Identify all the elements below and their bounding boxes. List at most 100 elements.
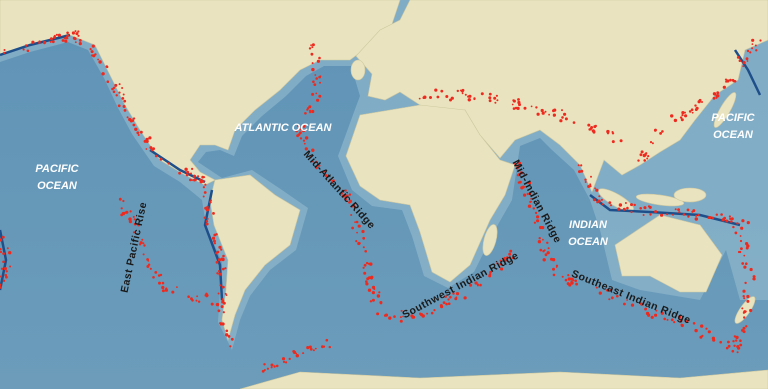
quake-dot (363, 271, 367, 275)
quake-dot (308, 345, 312, 349)
quake-dot (729, 217, 732, 220)
quake-dot (499, 259, 502, 262)
quake-dot (147, 260, 150, 262)
quake-dot (225, 333, 229, 337)
quake-dot (61, 39, 65, 42)
quake-dot (218, 245, 222, 249)
quake-dot (202, 186, 205, 189)
quake-dot (75, 32, 79, 36)
quake-dot (203, 216, 206, 219)
quake-dot (751, 38, 755, 42)
quake-dot (512, 107, 516, 110)
quake-dot (66, 37, 69, 40)
quake-dot (528, 192, 532, 196)
quake-dot (311, 67, 315, 72)
quake-dot (688, 110, 692, 113)
quake-dot (450, 96, 454, 100)
quake-dot (721, 218, 725, 222)
quake-dot (122, 199, 125, 203)
quake-dot (133, 222, 137, 226)
quake-dot (537, 240, 542, 244)
quake-dot (139, 241, 143, 245)
quake-dot (216, 272, 219, 275)
quake-dot (2, 252, 5, 256)
quake-dot (0, 283, 2, 287)
quake-dot (152, 147, 156, 151)
quake-dot (544, 253, 548, 257)
quake-dot (3, 49, 6, 51)
quake-dot (743, 265, 747, 269)
quake-dot (654, 128, 657, 132)
quake-dot (362, 236, 366, 240)
quake-dot (230, 337, 234, 341)
quake-dot (281, 357, 286, 361)
quake-dot (552, 267, 555, 271)
quake-dot (678, 211, 681, 214)
quake-dot (496, 99, 499, 102)
quake-dot (304, 147, 308, 151)
quake-dot (302, 124, 306, 128)
quake-dot (467, 95, 470, 98)
quake-dot (553, 108, 557, 112)
quake-dot (476, 283, 479, 286)
quake-dot (493, 96, 497, 100)
quake-dot (132, 117, 135, 120)
quake-dot (344, 197, 347, 201)
quake-dot (729, 78, 732, 82)
quake-dot (117, 104, 121, 108)
quake-dot (742, 326, 746, 330)
quake-dot (663, 317, 666, 321)
quake-dot (190, 172, 192, 175)
quake-dot (184, 167, 188, 171)
quake-dot (215, 302, 220, 307)
quake-dot (567, 274, 570, 277)
quake-dot (132, 231, 136, 234)
quake-dot (384, 313, 388, 317)
quake-dot (601, 203, 604, 206)
quake-dot (222, 267, 225, 271)
quake-dot (356, 231, 358, 234)
quake-dot (608, 201, 612, 205)
quake-dot (723, 85, 726, 88)
quake-dot (346, 194, 349, 198)
quake-dot (273, 365, 276, 368)
quake-dot (426, 312, 429, 315)
quake-dot (363, 263, 367, 267)
quake-dot (741, 262, 745, 265)
quake-dot (682, 213, 686, 216)
quake-dot (691, 210, 694, 213)
quake-dot (357, 241, 361, 246)
quake-dot (695, 214, 698, 217)
quake-dot (123, 109, 127, 112)
quake-dot (504, 259, 507, 262)
quake-dot (318, 94, 322, 98)
quake-dot (376, 294, 381, 298)
quake-dot (670, 318, 674, 322)
quake-dot (746, 221, 750, 225)
quake-dot (690, 108, 694, 111)
quake-dot (686, 208, 690, 212)
quake-dot (610, 296, 614, 300)
quake-dot (572, 121, 576, 124)
quake-dot (218, 272, 222, 276)
quake-dot (587, 123, 591, 127)
quake-dot (749, 308, 753, 313)
quake-dot (606, 132, 610, 135)
quake-dot (26, 49, 30, 53)
quake-dot (516, 167, 519, 170)
quake-dot (517, 100, 521, 105)
quake-dot (2, 260, 5, 264)
ocean-label: PACIFIC (711, 112, 755, 124)
quake-dot (508, 252, 512, 256)
quake-dot (22, 48, 25, 51)
quake-dot (146, 265, 150, 268)
quake-dot (161, 281, 165, 285)
quake-dot (727, 344, 731, 348)
quake-dot (736, 56, 740, 59)
quake-dot (0, 250, 3, 254)
quake-dot (489, 270, 492, 274)
quake-dot (297, 124, 300, 128)
quake-dot (643, 153, 647, 157)
quake-dot (743, 297, 746, 300)
